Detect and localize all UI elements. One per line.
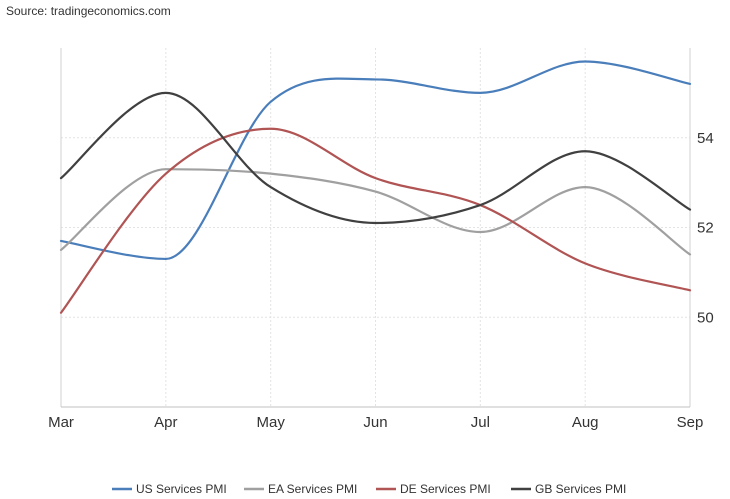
- x-tick-label: Jul: [471, 414, 490, 431]
- x-tick-label: May: [256, 414, 285, 431]
- x-tick-label: Jun: [363, 414, 387, 431]
- y-tick-label: 50: [697, 309, 714, 326]
- legend-item-de-services-pmi[interactable]: DE Services PMI: [376, 482, 491, 496]
- x-tick-label: Aug: [572, 414, 599, 431]
- series-line-us-services-pmi: [59, 60, 692, 261]
- x-tick-label: Sep: [677, 414, 704, 431]
- y-tick-label: 52: [697, 220, 714, 237]
- x-tick-label: Mar: [48, 414, 74, 431]
- series-line-de-services-pmi: [59, 127, 692, 314]
- legend-label: US Services PMI: [136, 482, 227, 496]
- legend-item-gb-services-pmi[interactable]: GB Services PMI: [511, 482, 626, 496]
- y-tick-label: 54: [697, 130, 714, 147]
- legend-label: DE Services PMI: [400, 482, 491, 496]
- legend-item-ea-services-pmi[interactable]: EA Services PMI: [244, 482, 357, 496]
- source-note: Source: tradingeconomics.com: [6, 4, 171, 18]
- axes: 50 52 54 Mar Apr May Jun Jul Aug Sep: [48, 48, 714, 431]
- legend-item-us-services-pmi[interactable]: US Services PMI: [112, 482, 227, 496]
- x-tick-label: Apr: [154, 414, 177, 431]
- legend-label: GB Services PMI: [535, 482, 626, 496]
- grid: [60, 48, 691, 407]
- legend: US Services PMI EA Services PMI DE Service…: [112, 482, 626, 496]
- series-line-ea-services-pmi: [59, 168, 692, 256]
- series-line-gb-services-pmi: [59, 91, 692, 225]
- legend-label: EA Services PMI: [268, 482, 357, 496]
- series-lines: [59, 60, 692, 314]
